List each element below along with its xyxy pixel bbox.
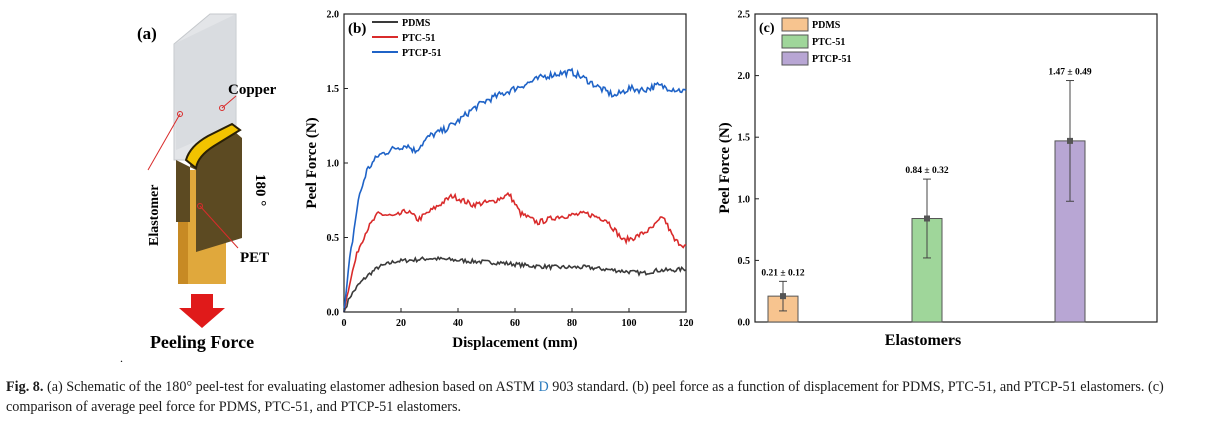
- panel-c-bar-chart: 0.21 ± 0.12 0.84 ± 0.32 1.47 ± 0.49 0.0 0.5…: [717, 10, 1158, 349]
- y-tick-label: 0.0: [327, 308, 340, 319]
- legend-label-ptc-51: PTC-51: [812, 37, 845, 48]
- copper-pointer: [221, 95, 237, 109]
- panel-b-line-chart: 0 20 40 60 80 100 120 0.0 0.5 1.0 1.5 2.0 (b) PDMS P…: [304, 10, 694, 352]
- y-tick-label: 2.0: [738, 71, 751, 82]
- pet-pointer: [199, 205, 239, 249]
- x-tick-label: 60: [510, 318, 520, 329]
- copper-label: Copper: [228, 82, 277, 98]
- legend-swatch-ptcp-51: [781, 51, 809, 66]
- chart-c-xlabel: Elastomers: [885, 332, 961, 349]
- chart-b-xlabel: Displacement (mm): [452, 335, 577, 351]
- panel-a-label: (a): [137, 24, 157, 43]
- chart-c-panel-label: (c): [759, 21, 775, 36]
- mean-marker: [780, 293, 786, 300]
- figure-caption: Fig. 8. (a) Schematic of the 180° peel-t…: [6, 377, 1216, 417]
- series-line-ptc-51: [343, 191, 687, 313]
- legend-label-pdms: PDMS: [812, 20, 841, 31]
- series-line-ptcp-51: [343, 67, 687, 313]
- y-tick-label: 0.0: [738, 318, 751, 329]
- x-tick-label: 80: [567, 318, 577, 329]
- peeling-arrow: [179, 294, 225, 328]
- pet-label: PET: [240, 250, 269, 266]
- copper-top-strip: [184, 122, 242, 170]
- y-tick-label: 1.0: [738, 194, 751, 205]
- elastomer-pointer-dot: [177, 111, 183, 117]
- value-label: 0.84 ± 0.32: [905, 166, 948, 176]
- legend-swatch-pdms: [781, 17, 809, 32]
- y-tick-label: 2.5: [738, 10, 751, 21]
- value-label: 1.47 ± 0.49: [1048, 68, 1091, 78]
- x-tick-label: 40: [453, 318, 463, 329]
- y-tick-label: 0.5: [738, 256, 751, 267]
- mean-marker: [1067, 137, 1073, 144]
- legend-label-pdms: PDMS: [402, 18, 431, 29]
- stray-mark: .: [120, 351, 123, 365]
- x-tick-label: 100: [622, 318, 637, 329]
- y-tick-label: 1.5: [738, 133, 751, 144]
- value-label: 0.21 ± 0.12: [761, 268, 804, 278]
- legend-label-ptcp-51: PTCP-51: [812, 54, 851, 65]
- chart-b-ylabel: Peel Force (N): [304, 117, 320, 208]
- caption-text-1: (a) Schematic of the 180° peel-test for …: [43, 379, 539, 395]
- chart-c-frame: [754, 13, 1158, 323]
- x-tick-label: 120: [679, 318, 694, 329]
- chart-b-panel-label: (b): [348, 21, 366, 37]
- caption-astm-link[interactable]: D: [538, 379, 549, 395]
- legend-label-ptcp-51: PTCP-51: [402, 48, 441, 59]
- legend-label-ptc-51: PTC-51: [402, 33, 435, 44]
- mean-marker: [924, 215, 930, 222]
- angle-label: 180 °: [252, 174, 268, 206]
- y-tick-label: 1.0: [327, 159, 340, 170]
- caption-fig-label: Fig. 8.: [6, 379, 44, 395]
- caption-text-2: 903 standard. (b) peel force as a functi…: [6, 379, 1164, 415]
- legend-swatch-ptc-51: [781, 34, 809, 49]
- pet-substrate-shade: [178, 170, 188, 284]
- y-tick-label: 1.5: [327, 84, 340, 95]
- chart-c-ylabel: Peel Force (N): [717, 122, 733, 213]
- elastomer-pointer: [147, 113, 181, 171]
- y-tick-label: 2.0: [327, 10, 340, 21]
- panel-a-schematic: (a) Copper PET Elastomer 180 ° Peeling F…: [120, 13, 277, 365]
- x-tick-label: 20: [396, 318, 406, 329]
- y-tick-label: 0.5: [327, 233, 340, 244]
- peeling-force-label: Peeling Force: [150, 332, 254, 352]
- series-line-pdms: [343, 255, 687, 313]
- x-tick-label: 0: [342, 318, 347, 329]
- copper-pointer-dot: [219, 105, 225, 111]
- elastomer-label: Elastomer: [147, 185, 162, 246]
- elastomer-film-front: [174, 14, 236, 150]
- pet-pointer-dot: [197, 203, 203, 209]
